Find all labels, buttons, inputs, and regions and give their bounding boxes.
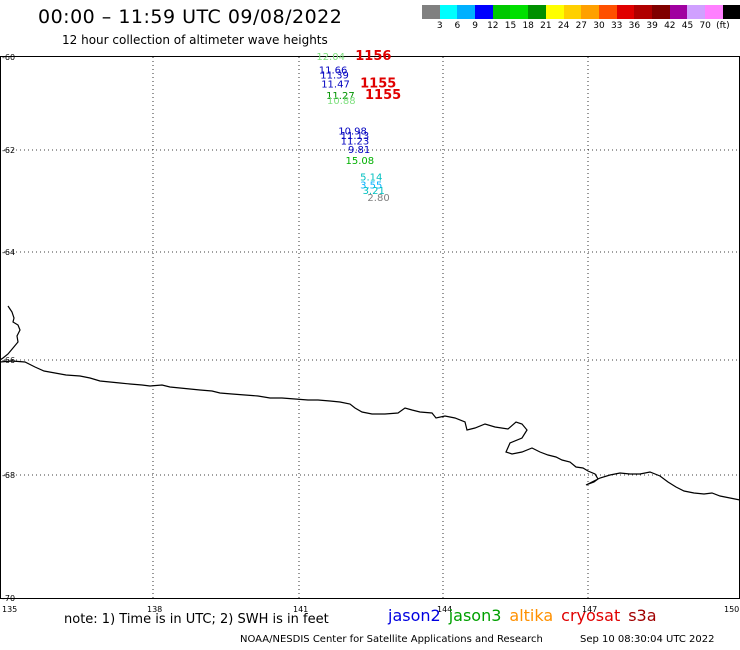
satellite-legend-item: jason2: [388, 606, 441, 625]
antarctic-coastline: [0, 305, 740, 501]
wave-height-value: 1156: [355, 49, 391, 64]
legend-swatch: [581, 5, 599, 19]
generated-timestamp: Sep 10 08:30:04 UTC 2022: [580, 634, 715, 645]
wave-height-value: 10.88: [327, 96, 356, 107]
wave-height-value: 11.13: [341, 131, 370, 142]
footnote: note: 1) Time is in UTC; 2) SWH is in fe…: [64, 612, 329, 627]
legend-label: 18: [522, 21, 534, 31]
legend-label: 9: [472, 21, 478, 31]
latitude-label: -70: [2, 594, 15, 603]
legend-label: 36: [628, 21, 641, 31]
map-frame: [0, 56, 740, 599]
wave-height-value: 1155: [365, 88, 401, 103]
longitude-label: 138: [147, 605, 162, 614]
legend-swatch: [528, 5, 546, 19]
latitude-label: -64: [2, 248, 15, 257]
longitude-labels: 135 138 141 144 147 150: [2, 605, 739, 614]
wave-height-value: 11.23: [341, 137, 370, 148]
legend-swatch: [651, 5, 670, 19]
wave-height-value: 11.47: [321, 80, 350, 91]
legend-swatch: [669, 5, 688, 19]
legend-label: 42: [664, 21, 676, 31]
wave-height-value: 10.98: [338, 126, 367, 137]
legend-swatch: [492, 5, 511, 19]
wave-height-value: 15.08: [346, 156, 375, 167]
legend-swatch: [563, 5, 582, 19]
longitude-label: 135: [2, 605, 17, 614]
legend-label: 70: [699, 21, 711, 31]
wave-height-value: 3.55: [360, 181, 382, 192]
wave-height-value: 11.39: [320, 71, 349, 82]
legend-swatch: [634, 5, 652, 19]
legend-swatch: [422, 5, 440, 19]
wave-height-value: 11.66: [319, 66, 348, 77]
wave-height-legend-labels: 3 6 9 12 15 18 21 24 27 30 33 36 39 42 45 70 (ft): [422, 21, 740, 33]
satellite-legend-item: s3a: [628, 606, 657, 625]
legend-label: 33: [610, 21, 623, 31]
legend-label: 21: [540, 21, 552, 31]
wave-height-value: 12.04: [316, 52, 345, 63]
legend-label: 15: [504, 21, 517, 31]
latitude-label: -66: [2, 356, 15, 365]
wave-height-value: 5.14: [360, 173, 382, 184]
satellite-legend-item: altika: [509, 606, 554, 625]
latitude-label: -62: [2, 146, 15, 155]
wave-height-value: 11.27: [326, 91, 355, 102]
legend-swatch: [439, 5, 458, 19]
wave-height-value: 2.80: [367, 193, 389, 204]
legend-label: 27: [575, 21, 588, 31]
legend-swatch: [545, 5, 564, 19]
legend-label: 30: [593, 21, 605, 31]
legend-label: 12: [487, 21, 499, 31]
legend-swatch: [510, 5, 529, 19]
map-title: 00:00 – 11:59 UTC 09/08/2022: [38, 6, 343, 28]
satellite-legend-item: jason3: [448, 606, 502, 625]
longitude-label: 144: [437, 605, 452, 614]
legend-swatch: [705, 5, 723, 19]
satellite-legend-item: cryosat: [561, 606, 621, 625]
legend-label: 24: [557, 21, 570, 31]
wave-height-value: 9.81: [348, 145, 370, 156]
longitude-label: 141: [293, 605, 308, 614]
legend-swatch: [687, 5, 705, 19]
wave-height-value: 3.21: [363, 186, 385, 197]
legend-label: 39: [646, 21, 658, 31]
graticule: [0, 57, 740, 598]
legend-label: (ft): [716, 21, 730, 31]
longitude-label: 147: [582, 605, 597, 614]
map-subtitle: 12 hour collection of altimeter wave hei…: [62, 33, 328, 47]
latitude-label: -60: [2, 53, 15, 62]
latitude-label: -68: [2, 471, 15, 480]
legend-swatch: [616, 5, 635, 19]
longitude-label: 150: [724, 605, 739, 614]
legend-swatch: [475, 5, 493, 19]
legend-swatch: [598, 5, 617, 19]
legend-label: 45: [681, 21, 694, 31]
satellite-legend: jason2 jason3 altika cryosat s3a: [388, 606, 665, 625]
legend-swatch: [457, 5, 476, 19]
latitude-labels: -60 -62 -64 -66 -68 -70: [2, 53, 15, 603]
wave-height-color-legend: [422, 5, 740, 19]
credit-text: NOAA/NESDIS Center for Satellite Applica…: [240, 634, 543, 645]
legend-swatch: [722, 5, 740, 19]
legend-label: 3: [436, 21, 443, 31]
wave-height-value: 1155: [360, 77, 396, 92]
legend-label: 6: [454, 21, 461, 31]
